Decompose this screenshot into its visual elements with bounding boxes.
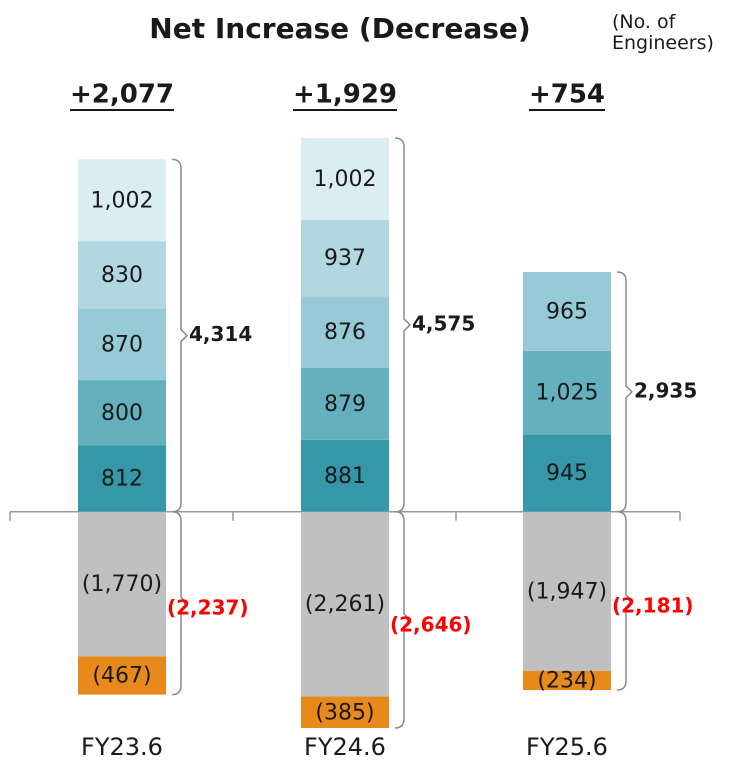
bar-segment — [301, 511, 389, 697]
bar-segment — [301, 219, 389, 297]
x-tick-label: FY23.6 — [81, 733, 163, 761]
negative-brace — [394, 511, 412, 729]
segment-label: 812 — [101, 467, 143, 492]
net-change: +1,929 — [293, 80, 397, 110]
segment-label: (234) — [537, 668, 596, 693]
segment-label: (2,261) — [305, 592, 385, 617]
bar-segment — [78, 445, 166, 512]
segment-label: 945 — [546, 461, 588, 486]
segment-label: 1,025 — [536, 381, 599, 406]
negative-total: (2,237) — [167, 596, 249, 620]
x-tick-label: FY24.6 — [304, 733, 386, 761]
segment-label: 881 — [324, 464, 366, 489]
bar-segment — [78, 380, 166, 446]
segment-label: 876 — [324, 320, 366, 345]
bar-segment — [523, 350, 611, 435]
bar-segment — [301, 696, 389, 728]
bar-segment — [301, 296, 389, 369]
net-change: +2,077 — [70, 80, 174, 110]
x-tick-label: FY25.6 — [526, 733, 608, 761]
segment-label: 937 — [324, 246, 366, 271]
negative-total: (2,181) — [612, 593, 694, 617]
segment-label: 965 — [546, 299, 588, 324]
bar-segment — [301, 439, 389, 512]
bar-segment — [78, 241, 166, 310]
positive-total: 2,935 — [634, 378, 697, 402]
positive-brace — [171, 158, 189, 513]
negative-brace — [616, 511, 634, 691]
bar-segment — [301, 138, 389, 220]
bar-segment — [523, 271, 611, 351]
negative-brace — [171, 511, 189, 696]
bar-segment — [78, 656, 166, 695]
bar-segment — [78, 159, 166, 242]
segment-label: (1,770) — [82, 572, 162, 597]
segment-label: (1,947) — [527, 579, 607, 604]
bar-segment — [523, 434, 611, 512]
segment-label: 800 — [101, 401, 143, 426]
segment-label: (467) — [92, 664, 151, 689]
bar-segment — [523, 511, 611, 671]
positive-brace — [616, 271, 634, 513]
positive-total: 4,314 — [189, 322, 252, 346]
segment-label: (385) — [315, 700, 374, 725]
bar-segment — [78, 511, 166, 657]
segment-label: 830 — [101, 263, 143, 288]
bar-segment — [523, 670, 611, 691]
bar-segment — [78, 309, 166, 381]
bar-segment — [301, 368, 389, 440]
net-change: +754 — [529, 80, 605, 110]
positive-brace — [394, 137, 412, 513]
negative-total: (2,646) — [390, 612, 472, 636]
segment-label: 870 — [101, 333, 143, 358]
chart-title: Net Increase (Decrease) — [149, 12, 530, 45]
segment-label: 879 — [324, 392, 366, 417]
unit-note: (No. of Engineers) — [612, 11, 714, 54]
segment-label: 1,002 — [314, 167, 377, 192]
positive-total: 4,575 — [412, 311, 475, 335]
segment-label: 1,002 — [91, 188, 154, 213]
